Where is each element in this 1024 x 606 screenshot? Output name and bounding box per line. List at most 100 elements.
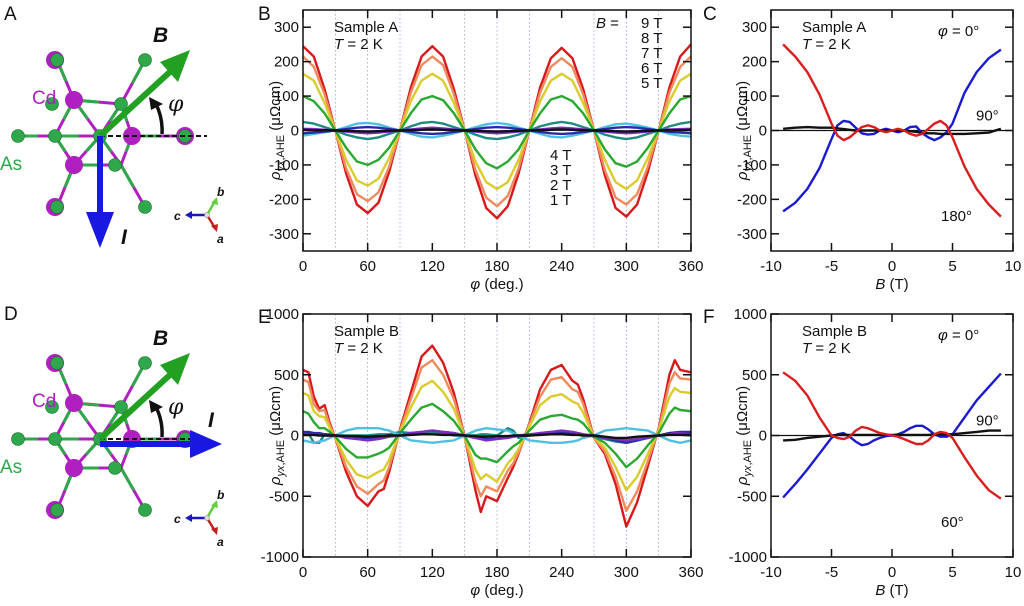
- y-tick-label: -200: [737, 191, 767, 208]
- x-axis-title: φ (deg.): [470, 582, 523, 599]
- x-axis-symbol: B: [875, 276, 885, 293]
- as-atom: [50, 200, 64, 214]
- as-atom: [108, 158, 122, 172]
- y-axis-unit: (μΩcm): [734, 81, 751, 135]
- chart-e: E 0 60 120 180 240 300 360 -1000 -500 0 500 1000 φ (d…: [258, 306, 704, 599]
- y-axis-title: ρyx,AHE (μΩcm): [267, 81, 287, 181]
- series-line-6-t: [302, 94, 692, 170]
- y-tick-label: 0: [291, 428, 299, 445]
- bond-as: [119, 163, 135, 188]
- y-axis-unit: (μΩcm): [267, 386, 284, 440]
- series-line-1-t: [303, 433, 691, 440]
- i-label: I: [121, 226, 128, 249]
- temperature-symbol: T: [802, 340, 813, 357]
- curve-labels: φ = 0° 90° 180°: [938, 23, 999, 225]
- y-tick-label: 300: [274, 19, 299, 36]
- y-tick-label: 0: [759, 428, 767, 445]
- curve-labels: φ = 0° 90° 60°: [938, 327, 999, 531]
- sample-annotation: Sample A: [334, 19, 398, 36]
- x-tick-label: 240: [549, 258, 574, 275]
- phi-label: φ: [168, 92, 184, 117]
- b-axis-head: [211, 197, 218, 205]
- series-line-8-t: [302, 55, 692, 208]
- panel-a-schematic: A φ B I Cd As c b a: [0, 4, 224, 249]
- x-tick-label: 10: [1005, 258, 1022, 275]
- x-tick-label: 300: [614, 564, 639, 581]
- b-axis-label: b: [217, 488, 224, 502]
- y-tick-label: -500: [737, 488, 767, 505]
- y-axis-subscript-ahe: ,AHE: [275, 440, 287, 466]
- y-tick-label: -300: [737, 226, 767, 243]
- as-atom: [45, 400, 59, 414]
- legend-entry: 3 T: [550, 162, 571, 179]
- y-axis-title: ρyx,AHE (μΩcm): [734, 81, 754, 181]
- series-line-6-t: [302, 402, 692, 469]
- label-phi-value: = 0°: [948, 327, 979, 344]
- y-axis-unit: (μΩcm): [734, 386, 751, 440]
- crystal-axes: c b a: [174, 185, 224, 246]
- panel-d-schematic: D φ B I Cd As c b a: [0, 304, 224, 549]
- x-axis-title: φ (deg.): [470, 276, 523, 293]
- y-tick-label: 500: [274, 367, 299, 384]
- temperature-annotation: T = 2 K: [334, 340, 383, 357]
- as-atom: [108, 461, 122, 475]
- y-tick-label: -100: [269, 157, 299, 174]
- y-tick-label: 200: [742, 54, 767, 71]
- x-tick-label: 180: [484, 564, 509, 581]
- legend-entry: 8 T: [641, 30, 662, 47]
- y-tick-label: -200: [269, 191, 299, 208]
- y-tick-label: 0: [759, 123, 767, 140]
- panel-letter-b: B: [258, 4, 271, 25]
- series-line-4-t: [302, 427, 692, 444]
- legend-prefix: B =: [596, 15, 619, 32]
- i-label: I: [208, 409, 215, 432]
- x-tick-label: -10: [760, 258, 782, 275]
- y-axis-subscript-ahe: ,AHE: [275, 135, 287, 161]
- legend-entry: 1 T: [550, 192, 571, 209]
- y-axis-rho: ρ: [734, 476, 751, 486]
- phi-arc: [154, 103, 164, 135]
- x-tick-label: 180: [484, 258, 509, 275]
- y-axis-unit: (μΩcm): [267, 81, 284, 135]
- series-line-4-t: [302, 121, 692, 139]
- y-axis-subscript-ahe: ,AHE: [742, 440, 754, 466]
- x-tick-label: 10: [1005, 564, 1022, 581]
- b-label: B: [153, 327, 168, 350]
- x-tick-label: 0: [888, 564, 896, 581]
- temperature-annotation: T = 2 K: [802, 340, 851, 357]
- as-atom: [138, 53, 152, 67]
- b-field-arrowhead: [160, 353, 190, 385]
- as-atom: [138, 356, 152, 370]
- panel-letter-c: C: [703, 4, 717, 25]
- as-atom: [50, 53, 64, 67]
- series-line-1-t: [302, 128, 692, 133]
- phi-label: φ: [168, 395, 184, 420]
- cd-atom: [65, 91, 83, 109]
- sample-annotation: Sample B: [802, 323, 867, 340]
- label-phi-0: φ = 0°: [938, 327, 979, 344]
- a-axis-label: a: [217, 232, 224, 246]
- y-axis-subscript: yx: [275, 465, 287, 478]
- legend-b-symbol: B: [596, 15, 606, 32]
- as-atom: [114, 97, 128, 111]
- b-field-arrow: [97, 67, 175, 139]
- temperature-value: = 2 K: [343, 36, 383, 53]
- x-axis-unit: (T): [885, 276, 908, 293]
- cd-label: Cd: [32, 391, 56, 412]
- series-line-7-t: [302, 72, 692, 191]
- c-axis-label: c: [174, 209, 181, 223]
- panel-letter-a: A: [4, 4, 17, 25]
- panel-letter-f: F: [703, 307, 715, 328]
- series-line-8-t: [302, 359, 692, 512]
- chart-b: B 0 60 120 180 240 300 360 -300 -200 -100 0 100 200 30…: [258, 4, 704, 293]
- legend-entry: 2 T: [550, 177, 571, 194]
- label-phi-other: 60°: [941, 514, 964, 531]
- temperature-annotation: T = 2 K: [802, 36, 851, 53]
- crystal-axes: c b a: [174, 488, 224, 549]
- as-atom: [45, 97, 59, 111]
- y-axis-title: ρyx,AHE (μΩcm): [267, 386, 287, 486]
- chart-c: C -10 -5 0 5 10 -300 -200 -100 0 100 200 300 B (T) ρyx…: [703, 4, 1021, 293]
- y-tick-label: -1000: [729, 549, 767, 566]
- as-atom: [50, 356, 64, 370]
